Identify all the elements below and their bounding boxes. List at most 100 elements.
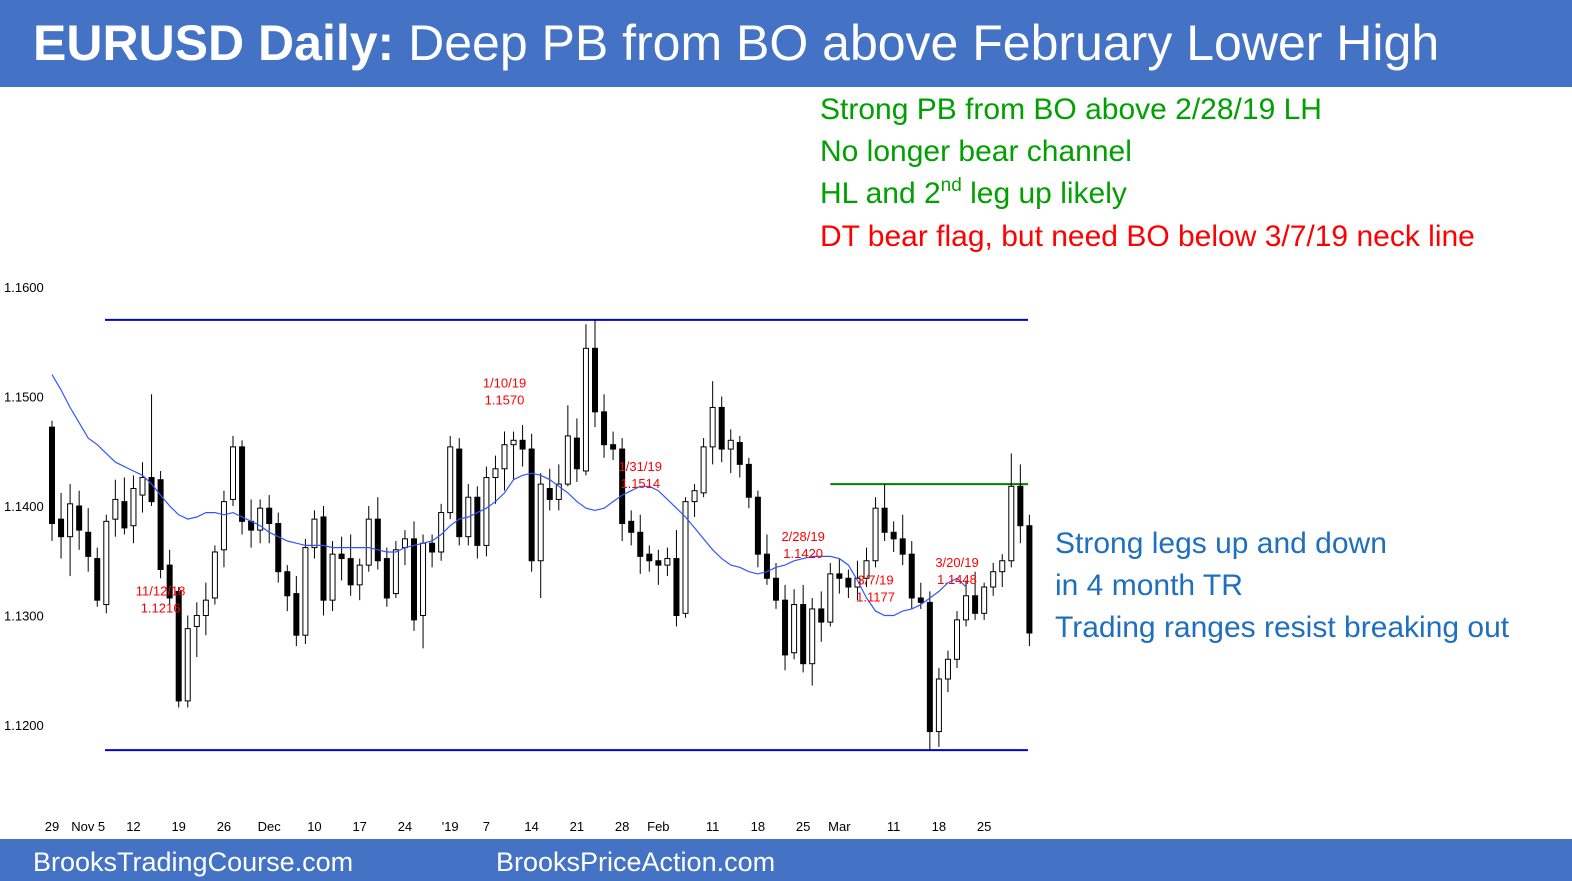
annotation-price: 1.1514 — [620, 476, 660, 491]
note-hl-pre: HL and 2 — [820, 177, 941, 210]
bear-candle — [972, 595, 979, 614]
bull-candle — [130, 487, 137, 527]
note-dt-bear-flag: DT bear flag, but need BO below 3/7/19 n… — [820, 220, 1475, 253]
bull-candle — [211, 551, 218, 599]
bull-candle — [184, 628, 191, 702]
bull-candle — [356, 564, 363, 586]
bull-candle — [510, 439, 517, 446]
bear-candle — [773, 577, 779, 601]
x-tick-label: 29 — [45, 819, 59, 834]
bull-candle — [944, 658, 951, 680]
y-tick-label: 1.1400 — [4, 499, 44, 514]
bull-candle — [809, 608, 816, 665]
bear-candle — [157, 479, 164, 571]
bear-candle — [166, 564, 173, 599]
bull-candle — [329, 553, 336, 601]
bull-candle — [954, 619, 960, 660]
bull-candle — [257, 507, 264, 531]
bull-candle — [220, 501, 227, 551]
bear-candle — [926, 601, 933, 733]
annotation-date: 1/10/19 — [483, 376, 526, 391]
bear-candle — [655, 560, 662, 566]
bull-candle — [483, 477, 490, 546]
footer-site-left: BrooksTradingCourse.com — [33, 847, 354, 877]
bull-candle — [691, 490, 698, 503]
x-tick-label: 26 — [217, 819, 231, 834]
bear-candle — [899, 538, 906, 555]
note-hl-post: leg up likely — [961, 177, 1127, 210]
bull-candle — [302, 547, 309, 636]
bear-candle — [148, 477, 155, 503]
bear-candle — [474, 496, 481, 546]
page-title: EURUSD Daily: Deep PB from BO above Febr… — [33, 14, 1439, 72]
x-tick-label: 11 — [706, 819, 720, 834]
bear-candle — [239, 446, 246, 522]
annotation-price: 1.1216 — [141, 600, 181, 615]
bear-candle — [800, 604, 807, 665]
bull-candle — [193, 615, 200, 627]
title-instrument: EURUSD Daily: — [33, 15, 395, 71]
note-strong-pb: Strong PB from BO above 2/28/19 LH — [820, 93, 1322, 126]
bear-candle — [610, 444, 617, 450]
bull-candle — [863, 560, 870, 579]
annotation-date: 1/31/19 — [619, 459, 662, 474]
bear-candle — [284, 571, 291, 597]
bull-candle — [537, 483, 544, 562]
x-tick-label: 24 — [398, 819, 412, 834]
bear-candle — [1026, 525, 1033, 634]
bear-candle — [917, 597, 924, 603]
bear-candle — [528, 448, 535, 562]
x-tick-label: 10 — [307, 819, 321, 834]
annotation-price: 1.1420 — [783, 546, 823, 561]
moving-average-line — [51, 374, 967, 617]
x-tick-label: 14 — [524, 819, 538, 834]
x-tick-label: Feb — [647, 819, 669, 834]
bull-candle — [401, 538, 408, 549]
bear-candle — [429, 542, 436, 553]
bull-candle — [963, 595, 970, 621]
bear-candle — [592, 347, 598, 413]
bear-candle — [49, 426, 55, 525]
bear-candle — [85, 531, 92, 557]
bear-candle — [718, 406, 725, 450]
bear-candle — [76, 505, 83, 531]
bear-candle — [94, 558, 101, 601]
bear-candle — [818, 608, 825, 623]
footer-banner — [0, 839, 1572, 881]
bull-candle — [872, 507, 879, 562]
annotation-price: 1.1177 — [856, 589, 895, 604]
bull-candle — [709, 406, 716, 448]
bull-candle — [112, 498, 119, 520]
y-tick-label: 1.1200 — [4, 718, 44, 733]
bear-candle — [836, 573, 843, 579]
annotation-date: 3/7/19 — [857, 572, 893, 587]
bull-candle — [392, 549, 399, 595]
bear-candle — [908, 553, 915, 599]
bear-candle — [881, 507, 888, 533]
annotation-date: 3/20/19 — [935, 555, 978, 570]
note-no-bear-channel: No longer bear channel — [820, 135, 1132, 168]
bear-candle — [58, 518, 65, 538]
x-tick-label: 25 — [796, 819, 810, 834]
annotation-price: 1.1448 — [937, 572, 977, 587]
bull-candle — [202, 599, 209, 616]
x-tick-label: 21 — [570, 819, 584, 834]
annotation-date: 2/28/19 — [781, 529, 824, 544]
bull-candle — [311, 518, 318, 549]
x-tick-label: 11 — [887, 819, 901, 834]
bear-candle — [1017, 485, 1024, 527]
annotation-price: 1.1570 — [485, 393, 525, 408]
bull-candle — [501, 444, 508, 470]
bear-candle — [338, 553, 345, 560]
bull-candle — [935, 678, 942, 733]
bull-candle — [447, 446, 454, 514]
bull-candle — [67, 503, 74, 538]
x-tick-label: Dec — [258, 819, 282, 834]
title-banner — [0, 0, 1572, 87]
bear-candle — [573, 437, 580, 470]
bear-candle — [890, 531, 897, 540]
bull-candle — [230, 446, 236, 500]
bear-candle — [736, 441, 743, 465]
bull-candle — [103, 520, 110, 606]
y-tick-label: 1.1300 — [4, 609, 44, 624]
